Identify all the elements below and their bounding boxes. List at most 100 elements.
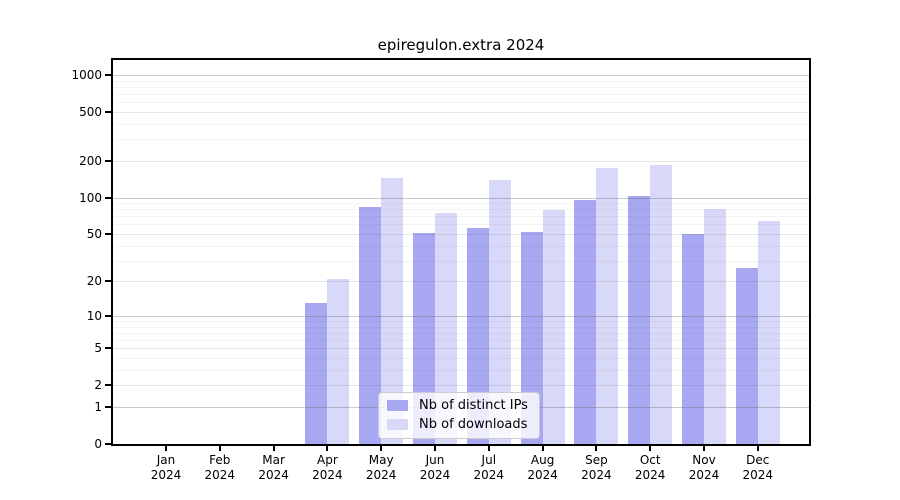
- gridline-2: [113, 385, 809, 387]
- gridline-4: [113, 358, 809, 359]
- y-axis-tick-label: 50: [86, 227, 102, 241]
- month-name: Jul: [481, 453, 497, 467]
- bar-distinct-ips-oct: [628, 195, 651, 444]
- x-axis-tick-label: Jun 2024: [407, 453, 463, 483]
- y-axis-tick-label: 20: [86, 274, 102, 289]
- month-name: Dec: [746, 453, 770, 467]
- gridline-50: [113, 234, 809, 235]
- y-axis-tick: [105, 314, 111, 317]
- bar-downloads-apr: [327, 278, 350, 444]
- plot-area: Nb of distinct IPs Nb of downloads: [111, 58, 811, 446]
- gridline-40: [113, 245, 809, 247]
- y-axis-tick: [105, 196, 111, 199]
- legend-swatch-distinct-ips: [387, 400, 408, 411]
- month-name: Feb: [209, 453, 231, 467]
- y-axis-tick: [105, 233, 111, 235]
- month-year: 2024: [473, 468, 505, 482]
- month-year: 2024: [581, 468, 612, 482]
- x-axis-tick-label: Mar 2024: [246, 453, 302, 483]
- y-axis-tick-label: 5: [94, 341, 102, 356]
- y-axis-tick-label: 2: [94, 378, 102, 393]
- month-year: 2024: [527, 468, 558, 482]
- x-axis-tick-label: Oct 2024: [622, 453, 678, 483]
- x-axis-tick: [218, 446, 221, 451]
- y-axis-tick-label: 1000: [71, 67, 102, 82]
- x-axis-tick-label: Feb 2024: [192, 453, 248, 483]
- gridline-900: [113, 80, 809, 82]
- y-axis-tick: [105, 280, 111, 283]
- gridline-8: [113, 326, 809, 328]
- legend-row-downloads: Nb of downloads: [387, 417, 528, 432]
- month-name: Apr: [317, 453, 338, 467]
- month-year: 2024: [365, 468, 397, 482]
- gridline-7: [113, 332, 809, 334]
- legend-label-distinct-ips: Nb of distinct IPs: [419, 398, 528, 413]
- month-name: Mar: [262, 453, 285, 467]
- gridline-300: [113, 139, 809, 141]
- bar-downloads-dec: [757, 221, 780, 444]
- gridline-90: [113, 203, 809, 204]
- gridline-100: [113, 197, 809, 199]
- month-name: Nov: [692, 453, 716, 467]
- y-axis-tick-label: 100: [79, 190, 102, 205]
- gridline-600: [113, 102, 809, 104]
- y-axis-tick: [105, 110, 111, 113]
- y-axis-tick: [105, 347, 111, 350]
- month-name: Oct: [639, 453, 661, 467]
- grid-layer: [113, 60, 809, 444]
- y-axis-tick: [105, 159, 111, 162]
- x-axis-tick: [165, 446, 167, 451]
- month-name: Aug: [530, 453, 555, 467]
- month-name: Jan: [156, 453, 176, 467]
- legend-label-downloads: Nb of downloads: [419, 417, 528, 432]
- bar-downloads-oct: [650, 164, 673, 444]
- chart-title: epiregulon.extra 2024: [377, 36, 545, 54]
- month-name: Sep: [585, 453, 608, 467]
- gridline-20: [113, 281, 809, 283]
- month-year: 2024: [204, 468, 236, 482]
- x-axis-tick-label: Aug 2024: [515, 453, 571, 483]
- x-axis-tick-label: Dec 2024: [730, 453, 786, 483]
- bar-distinct-ips-dec: [735, 267, 758, 444]
- y-axis-tick-label: 0: [94, 437, 102, 451]
- gridline-3: [113, 369, 809, 371]
- month-year: 2024: [688, 468, 720, 482]
- gridline-9: [113, 321, 809, 322]
- month-year: 2024: [634, 468, 666, 482]
- x-axis-tick: [272, 446, 275, 451]
- gridline-500: [113, 111, 809, 113]
- bar-layer: [113, 60, 809, 444]
- gridline-800: [113, 86, 809, 88]
- month-year: 2024: [312, 468, 343, 482]
- x-axis-tick-label: May 2024: [353, 453, 409, 483]
- x-axis-tick: [649, 446, 652, 451]
- x-axis-tick-label: Jan 2024: [138, 453, 194, 483]
- x-axis-tick-label: Sep 2024: [568, 453, 624, 483]
- gridline-10: [113, 315, 809, 317]
- bar-downloads-sep: [596, 168, 619, 444]
- bar-distinct-ips-nov: [682, 234, 704, 444]
- month-year: 2024: [742, 468, 774, 482]
- gridline-700: [113, 94, 809, 95]
- x-axis-tick: [380, 446, 383, 451]
- month-name: Jun: [425, 453, 445, 467]
- bar-downloads-aug: [542, 209, 565, 444]
- x-axis-tick: [434, 446, 436, 451]
- x-axis-tick-label: Jul 2024: [461, 453, 517, 483]
- gridline-1000: [113, 74, 809, 76]
- x-axis-tick: [703, 446, 705, 451]
- x-axis-tick: [541, 446, 544, 451]
- x-axis-tick-label: Apr 2024: [299, 453, 355, 483]
- legend-swatch-downloads: [387, 419, 408, 430]
- bar-downloads-nov: [704, 209, 726, 444]
- x-axis-tick: [595, 446, 598, 451]
- month-year: 2024: [150, 468, 182, 482]
- y-axis-tick-label: 500: [79, 104, 102, 119]
- x-axis-tick: [487, 446, 490, 451]
- gridline-5: [113, 348, 809, 350]
- gridline-70: [113, 216, 809, 218]
- y-axis-tick: [105, 443, 111, 445]
- y-axis-tick-label: 1: [94, 400, 102, 414]
- gridline-6: [113, 340, 809, 342]
- gridline-60: [113, 224, 809, 226]
